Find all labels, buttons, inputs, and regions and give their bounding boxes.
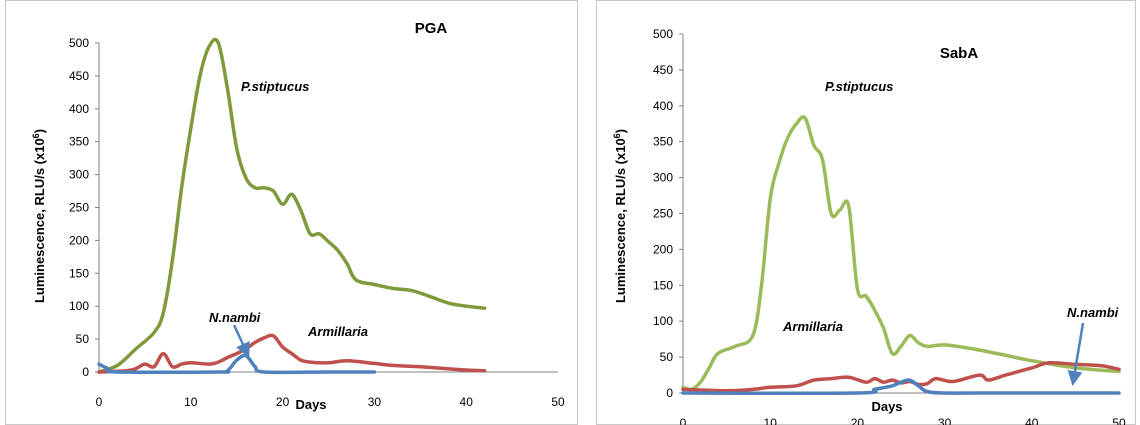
x-tick-label: 40 (460, 395, 474, 409)
y-tick-label: 150 (653, 278, 673, 292)
x-tick-label: 30 (368, 395, 382, 409)
series-line-armillaria (681, 360, 1121, 393)
y-tick-label: 200 (69, 233, 89, 247)
y-tick-label: 400 (653, 99, 673, 113)
y-axis-title: Luminescence, RLU/s (x106) (31, 129, 47, 303)
x-tick-label: 50 (1112, 416, 1126, 425)
y-tick-label: 100 (653, 314, 673, 328)
annotation-armillaria: Armillaria (307, 324, 368, 339)
y-tick-label: 500 (69, 36, 89, 50)
y-tick-label: 150 (69, 266, 89, 280)
x-tick-label: 50 (551, 395, 565, 409)
y-tick-label: 500 (653, 27, 673, 41)
y-tick-label: 50 (76, 332, 90, 346)
y-tick-label: 450 (69, 69, 89, 83)
annotation-p-stiptucus: P.stiptucus (241, 79, 309, 94)
annotation-p-stiptucus: P.stiptucus (825, 79, 893, 94)
x-tick-label: 0 (96, 395, 103, 409)
series-line-p-stiptucus (97, 37, 487, 374)
chart-panel-pga: 0 50 100 150 200 250 300 350 400 450 500 0 10 20 30 40 5… (5, 0, 578, 425)
x-tick-label: 10 (184, 395, 198, 409)
annotation-arrow (232, 324, 250, 358)
x-tick-label: 40 (1025, 416, 1039, 425)
y-tick-label: 350 (69, 135, 89, 149)
y-axis-title-main: Luminescence, RLU/s (x10 (32, 138, 47, 303)
y-axis-title: Luminescence, RLU/s (x106) (612, 129, 628, 303)
y-tick-label: 50 (660, 350, 674, 364)
y-axis-title-superscript: 6 (31, 133, 41, 138)
chart-panel-saba: 0 50 100 150 200 250 300 350 400 450 500 0 10 20 30 40 5… (596, 0, 1136, 425)
y-axis-title-main: Luminescence, RLU/s (x10 (613, 138, 628, 303)
chart-title: SabA (940, 45, 979, 62)
y-tick-label: 350 (653, 135, 673, 149)
series-line-n-nambi (97, 353, 377, 375)
x-tick-label: 10 (764, 416, 778, 425)
annotation-n-nambi: N.nambi (1067, 305, 1119, 320)
y-axis-title-superscript: 6 (612, 133, 622, 138)
y-tick-label: 250 (653, 207, 673, 221)
chart-title: PGA (415, 20, 448, 37)
x-tick-label: 20 (276, 395, 290, 409)
y-axis-title-suffix: ) (613, 129, 628, 133)
y-tick-label: 200 (653, 242, 673, 256)
y-tick-label: 450 (653, 63, 673, 77)
annotation-arrow (1067, 322, 1085, 386)
series-line-armillaria (97, 333, 487, 374)
y-tick-label: 0 (82, 365, 89, 379)
x-tick-label: 30 (938, 416, 952, 425)
x-tick-label: 20 (851, 416, 865, 425)
annotation-armillaria: Armillaria (782, 319, 843, 334)
chart-svg: 0 50 100 150 200 250 300 350 400 450 500 0 10 20 30 40 5… (612, 27, 1126, 425)
x-tick-label: 0 (680, 416, 687, 425)
series-line-p-stiptucus (681, 115, 1121, 392)
x-axis-title: Days (295, 397, 326, 412)
y-tick-label: 300 (69, 168, 89, 182)
y-tick-label: 0 (666, 386, 673, 400)
y-tick-label: 100 (69, 299, 89, 313)
y-axis-title-suffix: ) (32, 129, 47, 133)
y-tick-label: 400 (69, 102, 89, 116)
annotation-n-nambi: N.nambi (209, 310, 261, 325)
series-line-n-nambi (681, 378, 1121, 396)
x-axis-title: Days (871, 399, 902, 414)
chart-svg: 0 50 100 150 200 250 300 350 400 450 500 0 10 20 30 40 5… (31, 20, 565, 412)
y-tick-label: 250 (69, 201, 89, 215)
y-tick-label: 300 (653, 171, 673, 185)
